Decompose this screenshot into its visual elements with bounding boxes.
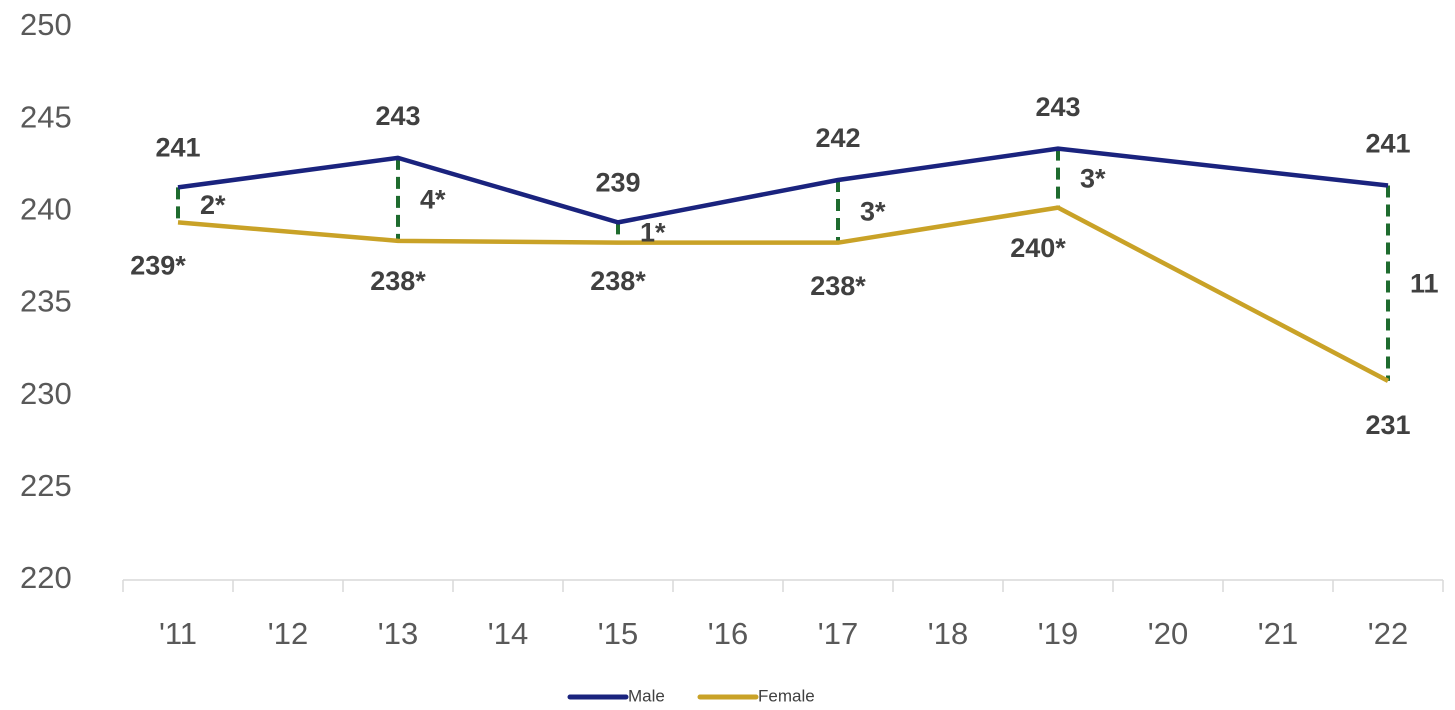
x-tick-label: '17 <box>818 616 858 651</box>
x-tick-label: '14 <box>488 616 528 651</box>
value-label: 238* <box>810 271 866 301</box>
difference-label: 3* <box>1080 163 1106 193</box>
difference-label: 4* <box>420 184 446 214</box>
value-label: 239* <box>130 251 186 281</box>
value-label: 243 <box>375 101 420 131</box>
difference-label: 11 <box>1410 268 1439 298</box>
value-label: 242 <box>815 123 860 153</box>
x-tick-label: '11 <box>159 616 197 651</box>
value-label: 238* <box>590 266 646 296</box>
x-tick-label: '22 <box>1368 616 1408 651</box>
y-tick-label: 250 <box>20 7 72 42</box>
x-tick-label: '16 <box>708 616 748 651</box>
y-tick-label: 245 <box>20 99 72 134</box>
value-label: 231 <box>1365 410 1410 440</box>
series-line <box>177 146 1389 225</box>
value-label: 243 <box>1035 92 1080 122</box>
value-label: 238* <box>370 266 426 296</box>
value-label: 241 <box>155 132 200 162</box>
x-tick-label: '13 <box>378 616 418 651</box>
value-label: 239 <box>595 168 640 198</box>
x-tick-label: '15 <box>598 616 638 651</box>
y-tick-label: 225 <box>20 468 72 503</box>
y-tick-label: 220 <box>20 560 72 595</box>
x-tick-label: '20 <box>1148 616 1188 651</box>
legend-label: Female <box>758 686 815 705</box>
y-tick-label: 240 <box>20 192 72 227</box>
difference-label: 3* <box>860 196 886 226</box>
difference-label: 1* <box>640 218 666 248</box>
value-label: 240* <box>1010 233 1066 263</box>
x-tick-label: '21 <box>1258 616 1298 651</box>
x-tick-label: '18 <box>928 616 968 651</box>
series-line <box>177 205 1390 383</box>
y-tick-label: 230 <box>20 376 72 411</box>
legend-label: Male <box>628 686 665 705</box>
x-tick-label: '12 <box>268 616 308 651</box>
difference-label: 2* <box>200 190 226 220</box>
y-tick-label: 235 <box>20 284 72 319</box>
x-tick-label: '19 <box>1038 616 1078 651</box>
value-label: 241 <box>1365 129 1410 159</box>
